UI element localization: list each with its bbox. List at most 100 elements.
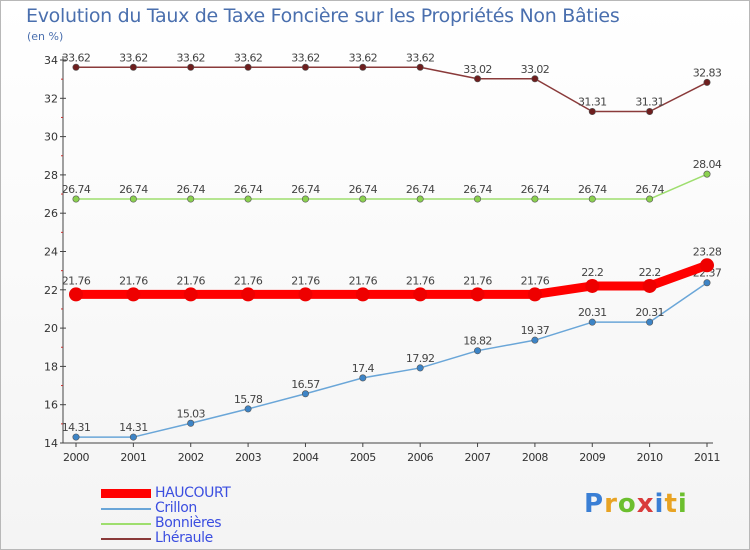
- data-point-crillon: [646, 318, 654, 326]
- data-point-haucourt: [355, 287, 370, 302]
- data-label-crillon: 15.78: [234, 393, 263, 406]
- data-label-lheraule: 33.62: [176, 51, 205, 64]
- data-label-crillon: 16.57: [291, 378, 320, 391]
- data-point-bonnieres: [474, 195, 482, 203]
- data-label-lheraule: 33.62: [349, 51, 378, 64]
- data-point-lheraule: [646, 108, 654, 116]
- x-tick-label: 2003: [235, 451, 261, 464]
- data-label-lheraule: 33.62: [119, 51, 148, 64]
- data-point-bonnieres: [359, 195, 367, 203]
- proxiti-logo: Proxiti: [584, 489, 688, 519]
- data-label-bonnieres: 26.74: [62, 183, 91, 196]
- legend-label-lheraule: Lhéraule: [155, 530, 213, 546]
- legend-item-lheraule[interactable]: Lhéraule: [101, 530, 301, 546]
- logo-letter: o: [617, 489, 637, 519]
- data-label-haucourt: 22.2: [581, 266, 603, 279]
- data-point-crillon: [703, 279, 711, 287]
- data-point-lheraule: [72, 63, 80, 71]
- y-tick-label: 32: [44, 92, 58, 105]
- y-tick-label: 24: [44, 246, 58, 259]
- data-label-lheraule: 33.62: [234, 51, 263, 64]
- legend-swatch-lheraule: [101, 538, 151, 540]
- y-tick-label: 16: [44, 399, 58, 412]
- series-line-lheraule: [75, 66, 708, 113]
- data-point-crillon: [187, 419, 195, 427]
- data-label-haucourt: 21.76: [521, 274, 550, 287]
- data-label-lheraule: 31.31: [578, 96, 607, 109]
- data-label-bonnieres: 26.74: [234, 183, 263, 196]
- legend-swatch-bonnieres: [101, 523, 151, 525]
- x-tick-label: 2008: [522, 451, 548, 464]
- legend-label-bonnieres: Bonnières: [155, 515, 222, 531]
- data-point-crillon: [474, 347, 482, 355]
- data-label-crillon: 14.31: [62, 421, 91, 434]
- y-tick-label: 22: [44, 284, 58, 297]
- data-label-haucourt: 21.76: [176, 274, 205, 287]
- data-point-crillon: [301, 390, 309, 398]
- logo-letter: x: [636, 489, 655, 519]
- data-point-haucourt: [413, 287, 428, 302]
- data-point-haucourt: [126, 287, 141, 302]
- y-tick-label: 30: [44, 131, 58, 144]
- data-point-crillon: [588, 318, 596, 326]
- x-tick-label: 2000: [63, 451, 89, 464]
- data-point-lheraule: [301, 63, 309, 71]
- chart-legend: HAUCOURT Crillon Bonnières Lhéraule: [101, 485, 301, 546]
- legend-label-crillon: Crillon: [155, 500, 197, 516]
- data-label-lheraule: 32.83: [693, 66, 722, 79]
- x-tick-label: 2007: [465, 451, 491, 464]
- data-label-bonnieres: 26.74: [578, 183, 607, 196]
- data-label-crillon: 20.31: [578, 306, 607, 319]
- y-tick-label: 20: [44, 322, 58, 335]
- logo-letter: t: [664, 489, 678, 519]
- data-label-bonnieres: 26.74: [349, 183, 378, 196]
- data-label-lheraule: 33.62: [62, 51, 91, 64]
- data-point-bonnieres: [301, 195, 309, 203]
- data-point-lheraule: [416, 63, 424, 71]
- logo-letter: i: [677, 489, 688, 519]
- data-label-lheraule: 33.02: [463, 63, 492, 76]
- data-point-lheraule: [244, 63, 252, 71]
- data-label-haucourt: 23.28: [693, 245, 722, 258]
- data-label-crillon: 17.4: [352, 362, 375, 375]
- data-label-lheraule: 33.02: [521, 63, 550, 76]
- chart-title: Evolution du Taux de Taxe Foncière sur l…: [26, 5, 620, 27]
- data-point-crillon: [531, 336, 539, 344]
- data-label-lheraule: 33.62: [291, 51, 320, 64]
- data-label-haucourt: 21.76: [463, 274, 492, 287]
- data-point-bonnieres: [72, 195, 80, 203]
- data-label-lheraule: 33.62: [406, 51, 435, 64]
- y-tick-label: 26: [44, 207, 58, 220]
- data-point-lheraule: [703, 78, 711, 86]
- logo-letter: i: [654, 489, 665, 519]
- data-point-lheraule: [474, 75, 482, 83]
- data-point-haucourt: [585, 278, 600, 293]
- data-label-bonnieres: 26.74: [406, 183, 435, 196]
- data-point-bonnieres: [416, 195, 424, 203]
- data-point-crillon: [72, 433, 80, 441]
- x-tick-label: 2009: [579, 451, 605, 464]
- data-point-lheraule: [588, 108, 596, 116]
- data-point-lheraule: [359, 63, 367, 71]
- data-label-haucourt: 22.2: [639, 266, 661, 279]
- data-label-bonnieres: 26.74: [291, 183, 320, 196]
- data-point-crillon: [244, 405, 252, 413]
- data-point-crillon: [359, 374, 367, 382]
- legend-swatch-crillon: [101, 508, 151, 510]
- data-point-haucourt: [700, 258, 714, 273]
- legend-item-crillon[interactable]: Crillon: [101, 500, 301, 516]
- data-label-bonnieres: 28.04: [693, 158, 722, 171]
- legend-item-haucourt[interactable]: HAUCOURT: [101, 485, 301, 501]
- data-label-crillon: 15.03: [176, 407, 205, 420]
- data-label-haucourt: 21.76: [119, 274, 148, 287]
- data-point-lheraule: [129, 63, 137, 71]
- data-label-haucourt: 21.76: [62, 274, 91, 287]
- data-point-haucourt: [470, 287, 485, 302]
- data-label-lheraule: 31.31: [635, 96, 664, 109]
- data-label-haucourt: 21.76: [349, 274, 378, 287]
- series-line-bonnieres: [75, 173, 708, 200]
- data-point-haucourt: [527, 287, 542, 302]
- y-tick-label: 34: [44, 54, 58, 67]
- legend-item-bonnieres[interactable]: Bonnières: [101, 515, 301, 531]
- data-label-bonnieres: 26.74: [521, 183, 550, 196]
